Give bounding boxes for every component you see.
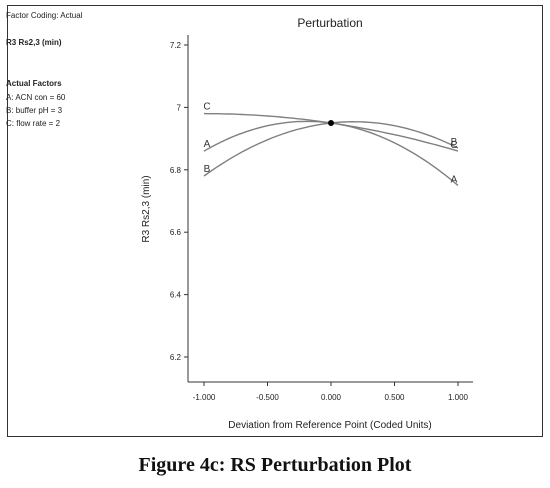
- x-tick-label: 0.000: [321, 393, 342, 402]
- axes-group: 6.2 6.4 6.6 6.8 7 7.2 -1.000 -0.500 0.000 0.500 1.…: [170, 35, 473, 402]
- series-start-label-b: B: [204, 164, 211, 175]
- series-end-label-b: B: [451, 137, 458, 148]
- series-start-label-c: C: [203, 102, 210, 113]
- factor-b-setting: B: buffer pH = 3: [6, 106, 63, 115]
- reference-point-marker: [328, 120, 334, 126]
- figure-panel: [7, 5, 543, 437]
- x-tick-label: 1.000: [448, 393, 469, 402]
- series-line-a: [203, 120, 459, 186]
- series-end-label-c: C: [450, 140, 457, 151]
- y-tick-label: 6.2: [170, 353, 182, 362]
- factor-a-setting: A: ACN con = 60: [6, 93, 66, 102]
- x-axis-label: Deviation from Reference Point (Coded Un…: [228, 420, 431, 431]
- series-end-label-a: A: [451, 174, 458, 185]
- figure-caption: Figure 4c: RS Perturbation Plot: [138, 454, 412, 476]
- y-tick-label: 6.6: [170, 228, 182, 237]
- response-name: R3 Rs2,3 (min): [6, 38, 62, 47]
- perturbation-chart: Perturbation Deviation from Reference Po…: [141, 16, 473, 431]
- chart-title: Perturbation: [297, 16, 362, 30]
- x-tick-label: 0.500: [384, 393, 405, 402]
- factor-coding-label: Factor Coding: Actual: [6, 11, 83, 20]
- x-tick-label: -1.000: [193, 393, 216, 402]
- x-tick-label: -0.500: [256, 393, 279, 402]
- y-tick-label: 7.2: [170, 41, 182, 50]
- series-group: [203, 112, 459, 186]
- y-axis-label: R3 Rs2,3 (min): [141, 175, 152, 242]
- series-line-b: [203, 120, 459, 177]
- y-tick-label: 6.4: [170, 291, 182, 300]
- y-tick-label: 7: [177, 103, 182, 112]
- series-start-label-a: A: [204, 139, 211, 150]
- factor-c-setting: C: flow rate = 2: [6, 119, 61, 128]
- actual-factors-heading: Actual Factors: [6, 79, 62, 88]
- y-tick-label: 6.8: [170, 166, 182, 175]
